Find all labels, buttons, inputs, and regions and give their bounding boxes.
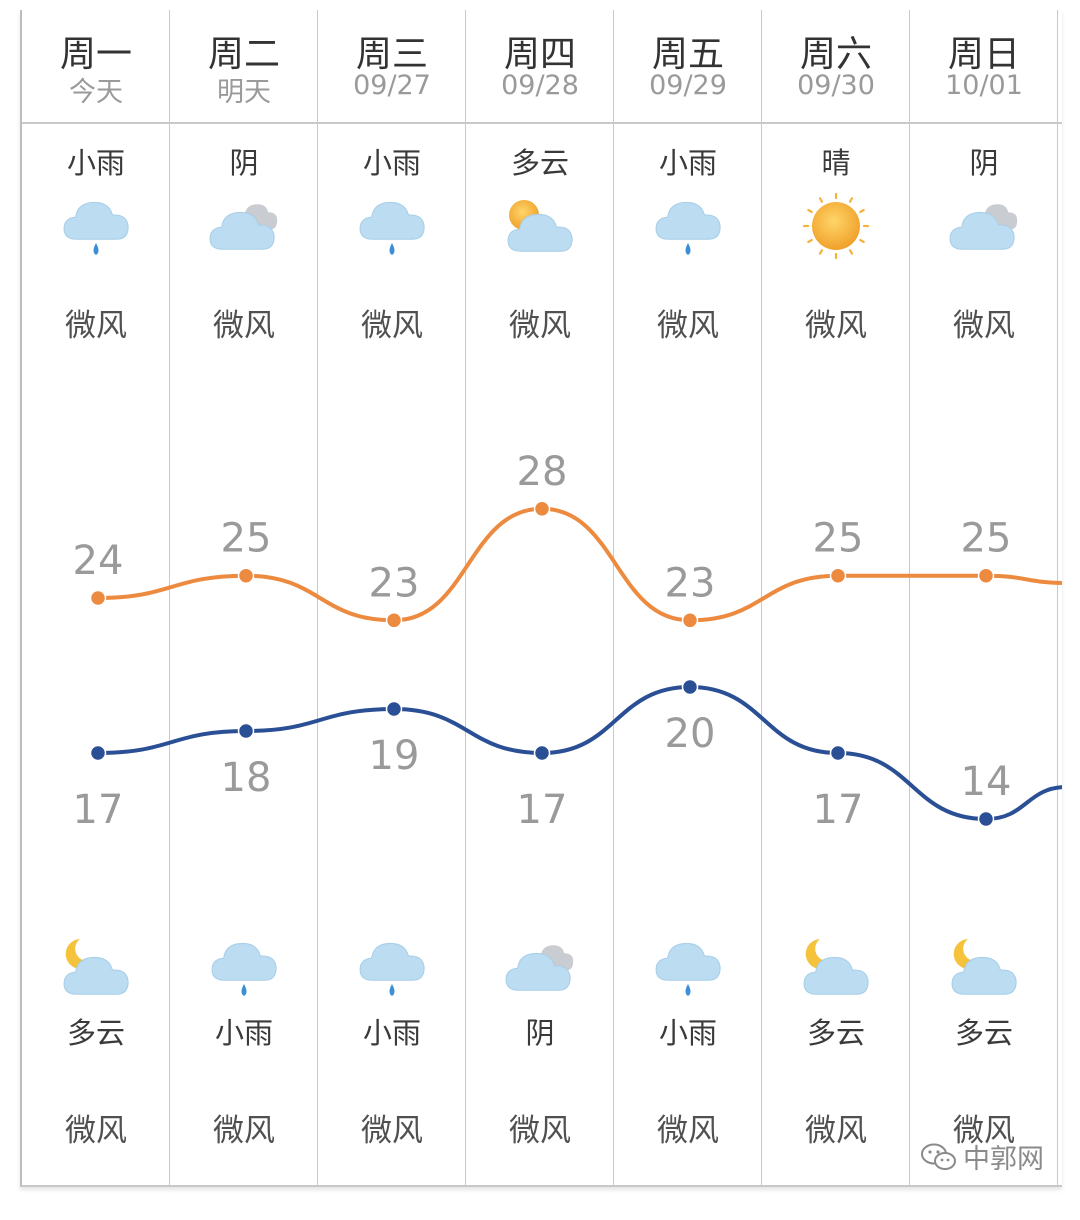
weekday-label: 周二 bbox=[207, 34, 280, 75]
low-temp-label: 17 bbox=[813, 787, 864, 833]
high-temp-label: 25 bbox=[221, 516, 272, 562]
day-condition: 晴 bbox=[821, 146, 851, 180]
partly-cloudy-night-icon bbox=[56, 934, 136, 1000]
date-label: 09/29 bbox=[649, 70, 727, 101]
high-temp-point bbox=[977, 567, 995, 584]
day-wind: 微风 bbox=[953, 308, 1015, 344]
night-condition: 多云 bbox=[66, 1016, 125, 1050]
low-temp-label: 14 bbox=[961, 759, 1012, 805]
high-temp-point bbox=[533, 500, 551, 518]
day-condition: 小雨 bbox=[66, 146, 125, 180]
date-label: 09/28 bbox=[501, 70, 579, 101]
high-temp-label: 23 bbox=[665, 560, 716, 606]
low-temp-point bbox=[829, 744, 847, 762]
low-temp-point bbox=[977, 810, 995, 828]
low-temp-label: 17 bbox=[73, 787, 124, 833]
low-temp-point bbox=[681, 678, 699, 696]
night-wind: 微风 bbox=[213, 1113, 275, 1149]
partly-cloudy-day-icon bbox=[500, 193, 580, 259]
header-divider bbox=[22, 122, 1062, 124]
high-temp-label: 28 bbox=[517, 449, 568, 495]
weekday-label: 周四 bbox=[503, 34, 576, 75]
high-temp-line bbox=[97, 506, 1062, 623]
high-temp-label: 25 bbox=[961, 516, 1012, 562]
day-wind: 微风 bbox=[65, 308, 127, 344]
date-label: 09/30 bbox=[797, 70, 875, 101]
weekday-label: 周三 bbox=[355, 34, 428, 75]
day-wind: 微风 bbox=[657, 308, 719, 344]
day-column: 周五 09/29 小雨 微风 小雨 微风 bbox=[614, 10, 762, 1185]
day-condition: 阴 bbox=[229, 146, 259, 180]
sunny-icon bbox=[796, 192, 876, 260]
day-wind: 微风 bbox=[361, 308, 423, 344]
night-wind: 微风 bbox=[361, 1113, 423, 1149]
day-condition: 小雨 bbox=[362, 146, 421, 180]
date-label: 09/27 bbox=[353, 70, 431, 101]
night-condition: 阴 bbox=[525, 1016, 555, 1050]
night-wind: 微风 bbox=[953, 1113, 1015, 1149]
low-temp-point bbox=[237, 722, 255, 740]
night-condition: 小雨 bbox=[362, 1016, 421, 1050]
day-wind: 微风 bbox=[805, 308, 867, 344]
day-wind: 微风 bbox=[509, 308, 571, 344]
light-rain-icon bbox=[648, 193, 728, 259]
weekday-label: 周日 bbox=[947, 34, 1020, 75]
day-column: 周日 10/01 阴 微风 多云 微风 bbox=[910, 10, 1058, 1185]
night-condition: 小雨 bbox=[214, 1016, 273, 1050]
wechat-icon bbox=[921, 1143, 956, 1170]
low-temp-point bbox=[89, 744, 107, 762]
night-wind: 微风 bbox=[657, 1113, 719, 1149]
overcast-icon bbox=[944, 193, 1024, 259]
watermark-text: 中郭网 bbox=[963, 1144, 1044, 1175]
night-condition: 多云 bbox=[806, 1016, 865, 1050]
low-temp-label: 17 bbox=[517, 787, 568, 833]
night-wind: 微风 bbox=[65, 1113, 127, 1149]
day-column: 周三 09/27 小雨 微风 小雨 微风 bbox=[318, 10, 466, 1185]
low-temp-label: 20 bbox=[665, 711, 716, 757]
day-condition: 多云 bbox=[510, 146, 569, 180]
light-rain-icon bbox=[352, 193, 432, 259]
overcast-icon bbox=[204, 193, 284, 259]
day-column: 周六 09/30 晴 微风 多云 微风 bbox=[762, 10, 910, 1185]
low-temp-line bbox=[97, 684, 1062, 822]
day-condition: 小雨 bbox=[658, 146, 717, 180]
low-temp-point bbox=[533, 744, 551, 762]
light-rain-icon bbox=[56, 193, 136, 259]
date-label: 明天 bbox=[217, 77, 271, 108]
high-temp-point bbox=[237, 567, 255, 584]
temperature-chart: 24 25 23 28 23 25 25 17 18 19 17 20 17 14 bbox=[73, 449, 1062, 833]
high-temp-point bbox=[681, 612, 699, 629]
night-condition: 多云 bbox=[954, 1016, 1013, 1050]
light-rain-icon bbox=[204, 934, 284, 1000]
partly-cloudy-night-icon bbox=[944, 934, 1024, 1000]
night-condition: 小雨 bbox=[658, 1016, 717, 1050]
high-temp-label: 25 bbox=[813, 516, 864, 562]
date-label: 10/01 bbox=[945, 70, 1023, 101]
partly-cloudy-night-icon bbox=[796, 934, 876, 1000]
high-temp-label: 23 bbox=[369, 560, 420, 606]
date-label: 今天 bbox=[69, 77, 123, 108]
weekday-label: 周五 bbox=[651, 34, 724, 75]
low-temp-point bbox=[385, 700, 403, 718]
high-temp-point bbox=[829, 567, 847, 584]
weather-forecast-panel: 周一 今天 小雨 微风 多云 微风 周二 明天 阴 微风 小雨 微风 周三 09… bbox=[20, 10, 1062, 1187]
day-wind: 微风 bbox=[213, 308, 275, 344]
high-temp-point bbox=[385, 612, 403, 629]
low-temp-label: 18 bbox=[221, 755, 272, 801]
high-temp-point bbox=[89, 589, 107, 607]
night-wind: 微风 bbox=[805, 1113, 867, 1149]
day-column: 周四 09/28 多云 微风 阴 微风 bbox=[466, 10, 614, 1185]
day-condition: 阴 bbox=[969, 146, 999, 180]
day-column: 周一 今天 小雨 微风 多云 微风 bbox=[22, 10, 170, 1185]
high-temp-label: 24 bbox=[73, 538, 124, 584]
overcast-icon bbox=[500, 934, 580, 1000]
light-rain-icon bbox=[352, 934, 432, 1000]
light-rain-icon bbox=[648, 934, 728, 1000]
weekday-label: 周六 bbox=[799, 34, 872, 75]
low-temp-label: 19 bbox=[369, 733, 420, 779]
watermark: 中郭网 bbox=[921, 1137, 1044, 1176]
night-wind: 微风 bbox=[509, 1113, 571, 1149]
weekday-label: 周一 bbox=[59, 34, 132, 75]
